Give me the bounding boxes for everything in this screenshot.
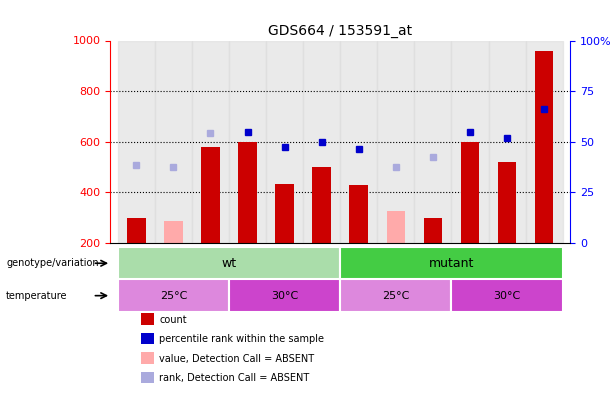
Bar [340, 40, 377, 243]
Bar [229, 279, 340, 312]
Bar [414, 40, 451, 243]
Text: 30°C: 30°C [271, 291, 299, 301]
Bar [461, 142, 479, 243]
Text: percentile rank within the sample: percentile rank within the sample [159, 335, 324, 344]
Text: 30°C: 30°C [493, 291, 520, 301]
Bar [498, 162, 516, 243]
Bar [489, 40, 525, 243]
Bar [303, 40, 340, 243]
Text: rank, Detection Call = ABSENT: rank, Detection Call = ABSENT [159, 373, 310, 383]
Bar [118, 40, 155, 243]
Bar [387, 211, 405, 243]
Bar [266, 40, 303, 243]
Bar [525, 40, 563, 243]
Bar [118, 279, 229, 312]
Text: temperature: temperature [6, 291, 67, 301]
Bar [535, 51, 554, 243]
Bar [127, 218, 145, 243]
Bar [118, 247, 340, 279]
Bar [451, 279, 563, 312]
Bar [451, 40, 489, 243]
Bar [229, 40, 266, 243]
Bar [313, 167, 331, 243]
Bar [155, 40, 192, 243]
Bar [192, 40, 229, 243]
Bar [349, 185, 368, 243]
Bar [201, 147, 219, 243]
Bar [275, 183, 294, 243]
Text: mutant: mutant [428, 257, 474, 270]
Bar [164, 222, 183, 243]
Title: GDS664 / 153591_at: GDS664 / 153591_at [268, 24, 413, 38]
Bar [424, 218, 442, 243]
Text: genotype/variation: genotype/variation [6, 258, 99, 268]
Text: value, Detection Call = ABSENT: value, Detection Call = ABSENT [159, 354, 314, 364]
Bar [377, 40, 414, 243]
Text: count: count [159, 315, 187, 325]
Bar [340, 247, 563, 279]
Bar [340, 279, 451, 312]
Text: 25°C: 25°C [382, 291, 409, 301]
Text: 25°C: 25°C [159, 291, 187, 301]
Bar [238, 142, 257, 243]
Text: wt: wt [221, 257, 237, 270]
